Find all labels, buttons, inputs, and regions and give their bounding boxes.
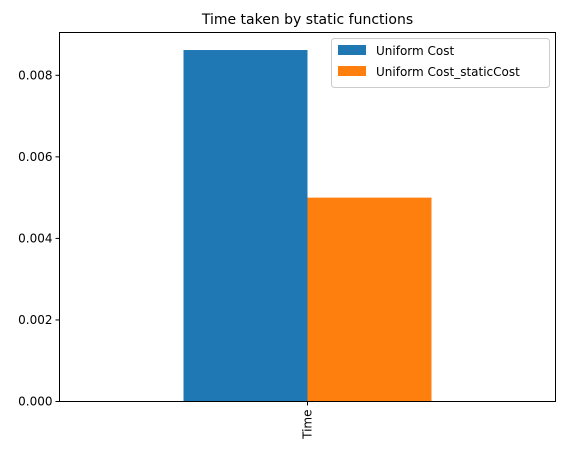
y-axis: 0.000 0.002 0.004 0.006 0.008 xyxy=(18,68,60,409)
legend-swatch-uniform-cost-staticcost xyxy=(338,66,366,76)
y-tick-label: 0.004 xyxy=(18,231,52,245)
bar-uniform-cost xyxy=(183,50,308,402)
legend-box xyxy=(331,38,550,88)
y-tick-label: 0.006 xyxy=(18,150,52,164)
legend-label-uniform-cost: Uniform Cost xyxy=(376,44,454,58)
legend-label-uniform-cost-staticcost: Uniform Cost_staticCost xyxy=(376,65,520,79)
y-tick-label: 0.002 xyxy=(18,313,52,327)
legend: Uniform Cost Uniform Cost_staticCost xyxy=(331,38,550,88)
y-tick-label: 0.008 xyxy=(18,68,52,82)
bars-group xyxy=(183,50,432,402)
x-axis: Time xyxy=(301,401,315,440)
chart-title: Time taken by static functions xyxy=(201,12,413,28)
legend-swatch-uniform-cost xyxy=(338,45,366,55)
x-tick-label: Time xyxy=(301,410,315,440)
bar-uniform-cost-staticcost xyxy=(307,197,432,402)
y-tick-label: 0.000 xyxy=(18,395,52,409)
